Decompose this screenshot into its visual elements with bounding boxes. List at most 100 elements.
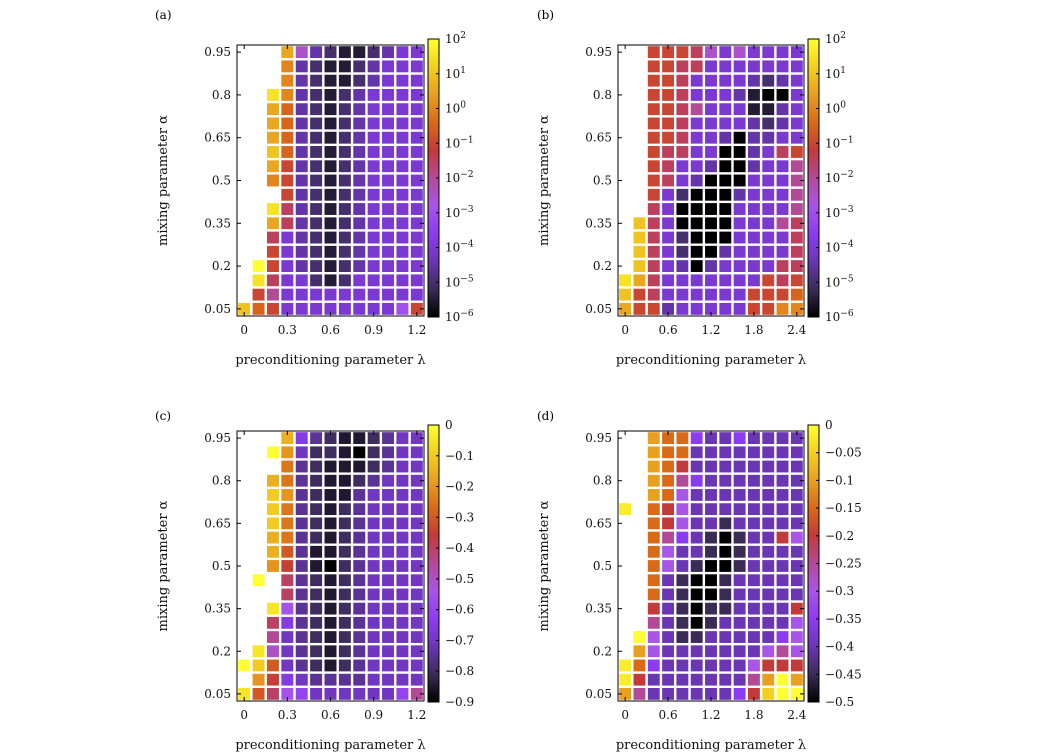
heatmap-cell xyxy=(353,560,366,572)
heatmap-cell xyxy=(353,645,366,658)
heatmap-cell xyxy=(353,602,366,615)
heatmap-cell xyxy=(281,131,294,144)
heatmap-cell xyxy=(776,260,789,273)
heatmap-cell xyxy=(747,446,760,459)
heatmap-cell xyxy=(410,687,423,700)
heatmap-cell xyxy=(295,231,308,244)
heatmap-cell xyxy=(690,687,703,700)
heatmap-cell xyxy=(790,616,803,629)
heatmap-cell xyxy=(281,288,294,301)
heatmap-cell xyxy=(324,146,337,158)
heatmap-cell xyxy=(353,188,366,201)
heatmap-cell xyxy=(396,645,409,658)
heatmap-cell xyxy=(338,74,351,87)
heatmap-cell xyxy=(295,673,308,686)
heatmap-cell xyxy=(324,460,337,473)
heatmap-cell xyxy=(676,602,689,615)
heatmap-cell xyxy=(295,88,308,101)
heatmap-cell xyxy=(690,260,703,273)
heatmap-cell xyxy=(633,302,646,315)
heatmap-cell xyxy=(690,588,703,601)
panel-letter: (c) xyxy=(155,409,171,423)
heatmap-cell xyxy=(733,460,746,473)
heatmap-cell xyxy=(790,146,803,158)
heatmap-cell xyxy=(396,560,409,572)
colorbar-tick-label: 10−6 xyxy=(825,309,854,324)
heatmap-cell xyxy=(410,602,423,615)
heatmap-cell xyxy=(310,460,323,473)
heatmap-cell xyxy=(310,602,323,615)
heatmap-cell xyxy=(747,131,760,144)
heatmap-cell xyxy=(733,103,746,116)
heatmap-cell xyxy=(647,616,660,629)
heatmap-cell xyxy=(324,274,337,287)
heatmap-cell xyxy=(353,631,366,643)
heatmap-cell xyxy=(338,174,351,187)
colorbar-tick-label: 102 xyxy=(825,31,846,46)
heatmap-cell xyxy=(690,46,703,59)
heatmap-cell xyxy=(353,432,366,445)
heatmap-cell xyxy=(382,260,395,273)
heatmap-cell xyxy=(324,160,337,173)
heatmap-cell xyxy=(367,602,380,615)
heatmap-cell xyxy=(705,474,717,487)
colorbar-tick-label: −0.15 xyxy=(825,501,862,515)
heatmap-cell xyxy=(281,489,294,501)
heatmap-cell xyxy=(367,231,380,244)
heatmap-cell xyxy=(266,503,279,516)
heatmap-cell xyxy=(647,446,660,459)
colorbar-tick-label: −0.25 xyxy=(825,557,862,571)
heatmap-cell xyxy=(662,174,675,187)
heatmap-cell xyxy=(747,160,760,173)
heatmap-cell xyxy=(705,174,717,187)
heatmap-cell xyxy=(719,146,732,158)
heatmap-cell xyxy=(762,503,775,516)
heatmap-cell xyxy=(733,687,746,700)
heatmap-cell xyxy=(410,460,423,473)
heatmap-cell xyxy=(733,673,746,686)
heatmap-cell xyxy=(676,446,689,459)
heatmap-cell xyxy=(676,288,689,301)
heatmap-cell xyxy=(733,659,746,672)
heatmap-cell xyxy=(396,188,409,201)
colorbar-tick-label: −0.5 xyxy=(825,695,854,709)
heatmap-cell xyxy=(281,74,294,87)
heatmap-cell xyxy=(396,60,409,73)
heatmap-cell xyxy=(690,574,703,587)
heatmap-cell xyxy=(410,616,423,629)
heatmap-cell xyxy=(338,131,351,144)
heatmap-cell xyxy=(647,545,660,558)
heatmap-cell xyxy=(790,687,803,700)
heatmap-cell xyxy=(747,432,760,445)
heatmap-cell xyxy=(762,602,775,615)
y-tick-label: 0.05 xyxy=(204,302,231,316)
heatmap-cell xyxy=(367,160,380,173)
heatmap-cell xyxy=(690,545,703,558)
heatmap-cell xyxy=(662,602,675,615)
heatmap-cell xyxy=(353,46,366,59)
heatmap-cell xyxy=(690,560,703,572)
heatmap-cell xyxy=(266,274,279,287)
heatmap-cell xyxy=(410,88,423,101)
heatmap-cell xyxy=(382,460,395,473)
heatmap-cell xyxy=(762,103,775,116)
heatmap-cell xyxy=(733,160,746,173)
heatmap-cell xyxy=(762,588,775,601)
heatmap-cell xyxy=(266,659,279,672)
heatmap-cell xyxy=(266,146,279,158)
y-tick-label: 0.05 xyxy=(204,687,231,701)
heatmap-cell xyxy=(382,245,395,258)
heatmap-cell xyxy=(733,503,746,516)
heatmap-cell xyxy=(338,645,351,658)
heatmap-cell xyxy=(762,274,775,287)
heatmap-cell xyxy=(396,460,409,473)
heatmap-cell xyxy=(676,88,689,101)
heatmap-cell xyxy=(324,673,337,686)
heatmap-cell xyxy=(295,160,308,173)
heatmap-cell xyxy=(353,659,366,672)
heatmap-cell xyxy=(762,131,775,144)
y-tick-label: 0.35 xyxy=(204,216,231,230)
heatmap-cell xyxy=(790,517,803,530)
heatmap-cell xyxy=(662,574,675,587)
